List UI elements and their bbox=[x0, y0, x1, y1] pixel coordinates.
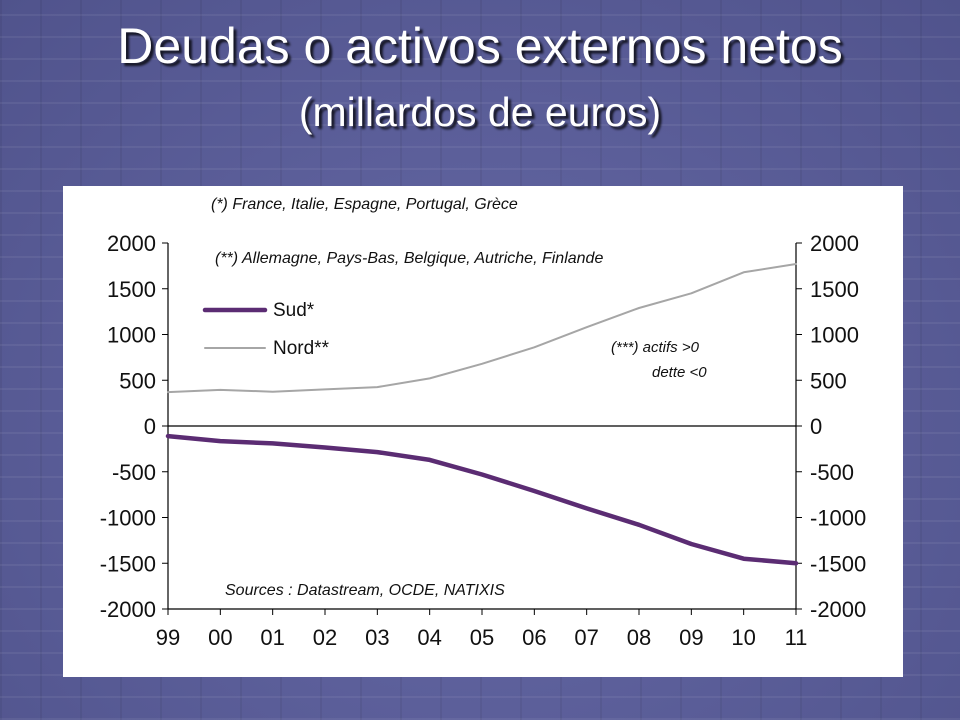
x-tick-label: 99 bbox=[156, 625, 180, 650]
data-point bbox=[323, 446, 327, 450]
chart-axes bbox=[167, 243, 797, 610]
x-tick-label: 09 bbox=[679, 625, 703, 650]
data-point bbox=[166, 434, 170, 438]
legend-label-nord: Nord** bbox=[273, 338, 330, 359]
data-point bbox=[271, 390, 275, 394]
x-tick-label: 06 bbox=[522, 625, 546, 650]
data-point bbox=[794, 561, 798, 565]
y-tick-label-left: 500 bbox=[119, 368, 156, 393]
chart-legend: Sud* Nord** bbox=[202, 300, 330, 359]
y-tick-label-left: -1000 bbox=[100, 506, 156, 531]
chart-annotations: (*) France, Italie, Espagne, Portugal, G… bbox=[211, 196, 707, 599]
series-line-0 bbox=[165, 433, 799, 566]
legend-label-sud: Sud* bbox=[273, 300, 315, 321]
note-sign-debt: dette <0 bbox=[652, 364, 707, 381]
data-point bbox=[323, 387, 327, 391]
y-tick-label-right: -2000 bbox=[810, 597, 866, 622]
data-point bbox=[689, 291, 693, 295]
slide-subtitle: (millardos de euros) bbox=[298, 89, 662, 135]
data-point bbox=[742, 557, 746, 561]
series-line-1 bbox=[167, 263, 797, 394]
data-point bbox=[480, 362, 484, 366]
data-point bbox=[480, 472, 484, 476]
data-point bbox=[585, 506, 589, 510]
slide-title: Deudas o activos externos netos bbox=[117, 18, 843, 74]
x-tick-label: 11 bbox=[785, 625, 808, 650]
data-point bbox=[218, 439, 222, 443]
chart-series bbox=[165, 262, 799, 566]
data-point bbox=[794, 262, 798, 266]
data-point bbox=[375, 385, 379, 389]
y-tick-label-left: 1000 bbox=[107, 323, 156, 348]
y-tick-label-right: -1000 bbox=[810, 506, 866, 531]
x-tick-label: 02 bbox=[313, 625, 337, 650]
y-tick-label-left: -2000 bbox=[100, 597, 156, 622]
note-sign-assets: (***) actifs >0 bbox=[611, 339, 700, 356]
y-tick-label-right: 2000 bbox=[810, 231, 859, 256]
y-tick-label-right: -500 bbox=[810, 460, 854, 485]
y-tick-label-left: 0 bbox=[144, 414, 156, 439]
y-tick-label-right: 500 bbox=[810, 368, 847, 393]
data-point bbox=[637, 306, 641, 310]
y-tick-label-left: -500 bbox=[112, 460, 156, 485]
data-point bbox=[532, 345, 536, 349]
data-point bbox=[271, 441, 275, 445]
x-tick-label: 00 bbox=[208, 625, 232, 650]
data-point bbox=[218, 388, 222, 392]
data-point bbox=[166, 390, 170, 394]
data-point bbox=[375, 450, 379, 454]
x-tick-label: 08 bbox=[627, 625, 651, 650]
x-tick-label: 03 bbox=[365, 625, 389, 650]
data-point bbox=[585, 325, 589, 329]
data-point bbox=[428, 376, 432, 380]
x-tick-label: 04 bbox=[417, 625, 441, 650]
note-south-countries: (*) France, Italie, Espagne, Portugal, G… bbox=[211, 196, 518, 213]
y-tick-label-left: 1500 bbox=[107, 277, 156, 302]
chart-panel: 2000 2000 1500 1500 1000 1000 500 500 0 0 -500 -500… bbox=[63, 186, 903, 677]
x-tick-label: 10 bbox=[731, 625, 755, 650]
data-point bbox=[637, 523, 641, 527]
y-tick-label-right: 0 bbox=[810, 414, 822, 439]
y-tick-label-left: 2000 bbox=[107, 231, 156, 256]
y-tick-label-left: -1500 bbox=[100, 551, 156, 576]
x-tick-label: 07 bbox=[574, 625, 598, 650]
y-tick-label-right: 1000 bbox=[810, 323, 859, 348]
data-point bbox=[428, 458, 432, 462]
y-tick-label-right: 1500 bbox=[810, 277, 859, 302]
y-tick-label-right: -1500 bbox=[810, 551, 866, 576]
data-point bbox=[532, 489, 536, 493]
x-tick-label: 01 bbox=[260, 625, 284, 650]
note-north-countries: (**) Allemagne, Pays-Bas, Belgique, Autr… bbox=[215, 250, 603, 267]
data-point bbox=[742, 270, 746, 274]
chart-sources: Sources : Datastream, OCDE, NATIXIS bbox=[225, 582, 505, 599]
data-point bbox=[689, 542, 693, 546]
x-tick-label: 05 bbox=[470, 625, 494, 650]
